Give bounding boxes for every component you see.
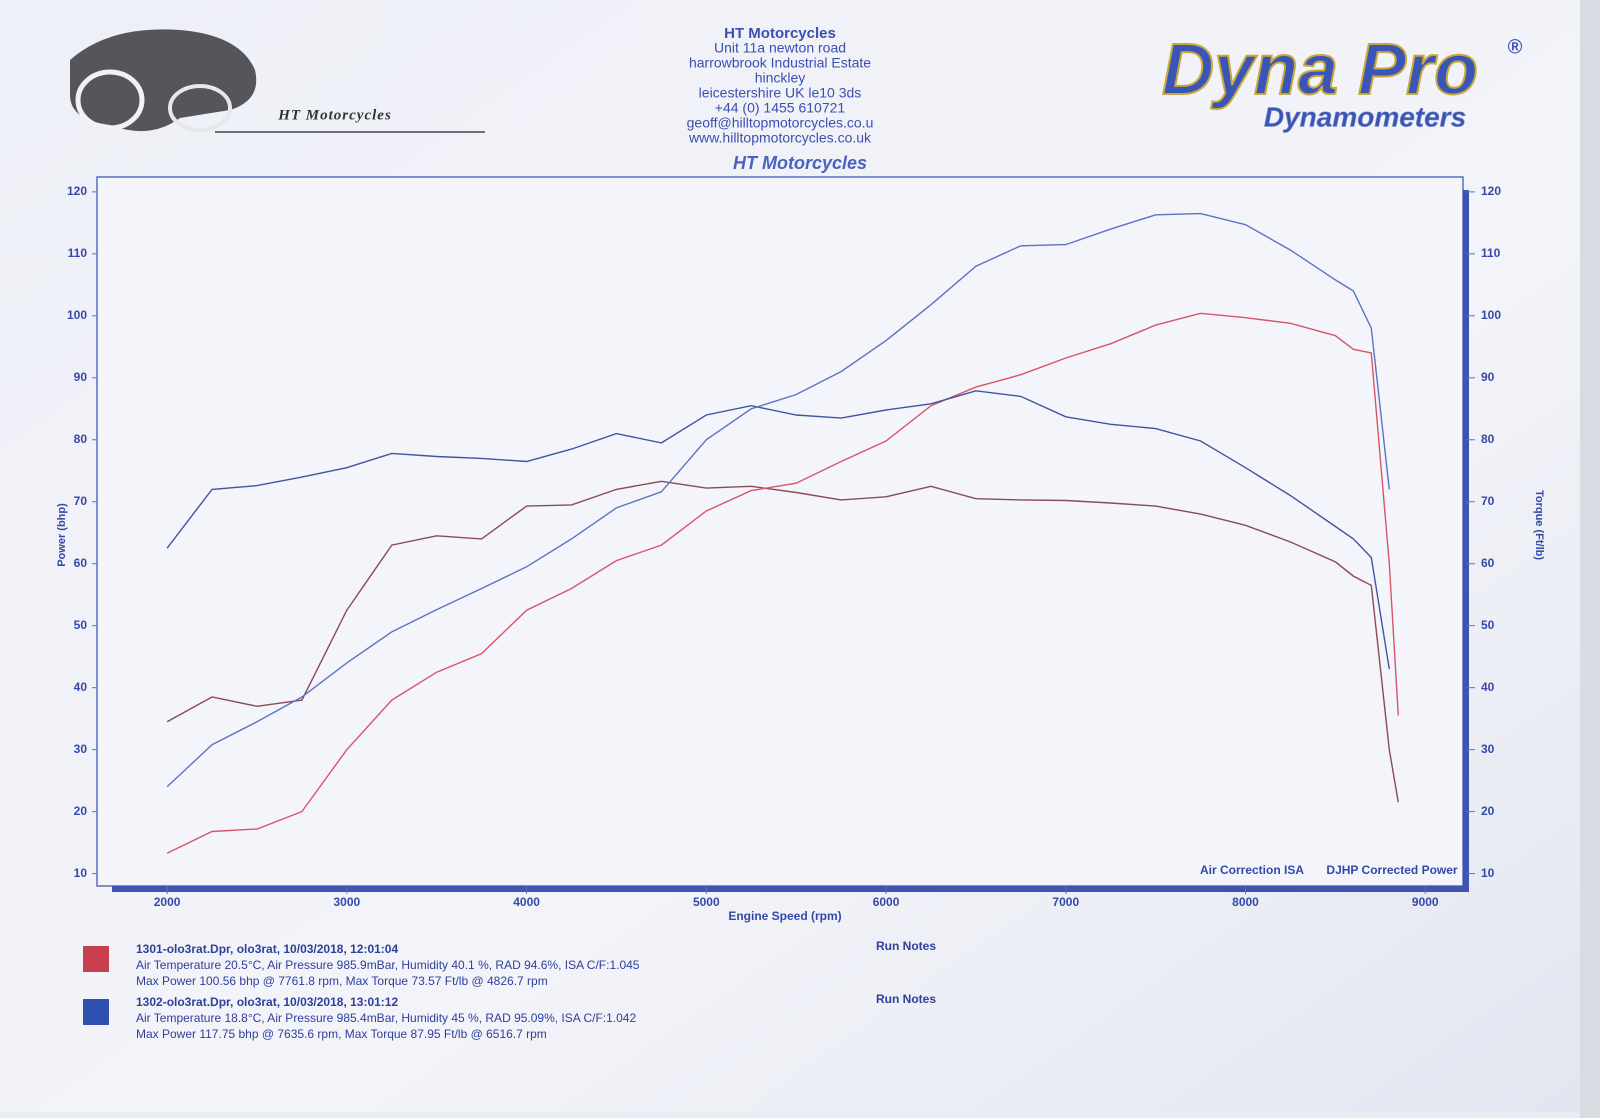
y-tick-label: 100 [67, 308, 87, 322]
legend-note: Max Power 100.56 bhp @ 7761.8 rpm, Max T… [136, 974, 548, 988]
logo: HT Motorcycles [70, 29, 485, 133]
y2-tick-label: 110 [1481, 246, 1501, 260]
y2-tick-label: 100 [1481, 308, 1501, 322]
power-line [166, 312, 1399, 854]
x-tick-label: 7000 [1052, 895, 1079, 909]
y2-tick-label: 10 [1481, 866, 1495, 880]
y-axis-label: Power (bhp) [56, 503, 68, 567]
chart-title: HT Motorcycles [733, 153, 867, 173]
legend-note: Air Temperature 18.8°C, Air Pressure 985… [136, 1011, 636, 1025]
legend: 1301-olo3rat.Dpr, olo3rat, 10/03/2018, 1… [83, 939, 936, 1041]
x-tick-label: 3000 [333, 895, 360, 909]
y-tick-label: 10 [74, 866, 88, 880]
y-tick-label: 80 [74, 432, 88, 446]
torque-line [166, 480, 1399, 803]
y2-tick-label: 90 [1481, 370, 1495, 384]
legend-swatch [83, 999, 109, 1025]
x-tick-label: 8000 [1232, 895, 1259, 909]
y-tick-label: 40 [74, 680, 88, 694]
address-line: hinckley [755, 70, 806, 86]
y2-tick-label: 30 [1481, 742, 1495, 756]
y2-tick-label: 120 [1481, 184, 1501, 198]
page-edge [1580, 0, 1600, 1118]
annotation: DJHP Corrected Power [1326, 863, 1457, 877]
run-notes: Run Notes [876, 992, 936, 1006]
y2-tick-label: 50 [1481, 618, 1495, 632]
x-tick-label: 5000 [693, 895, 720, 909]
y-tick-label: 30 [74, 742, 88, 756]
legend-note: Max Power 117.75 bhp @ 7635.6 rpm, Max T… [136, 1027, 547, 1041]
y2-tick-label: 70 [1481, 494, 1495, 508]
power-line [166, 212, 1390, 788]
x-tick-label: 9000 [1412, 895, 1439, 909]
address-line: harrowbrook Industrial Estate [689, 55, 871, 71]
address-line: leicestershire UK le10 3ds [699, 85, 862, 101]
address-line: geoff@hilltopmotorcycles.co.u [687, 115, 874, 131]
legend-note: Air Temperature 20.5°C, Air Pressure 985… [136, 958, 640, 972]
brand-subtitle: Dynamometers [1264, 101, 1466, 132]
plot-area [96, 176, 1464, 887]
annotation: Air Correction ISA [1200, 863, 1304, 877]
y-tick-label: 50 [74, 618, 88, 632]
x-axis-label: Engine Speed (rpm) [728, 909, 841, 923]
y2-tick-label: 60 [1481, 556, 1495, 570]
address-line: +44 (0) 1455 610721 [715, 100, 846, 116]
legend-name: 1302-olo3rat.Dpr, olo3rat, 10/03/2018, 1… [136, 995, 398, 1009]
address-line: Unit 11a newton road [714, 40, 846, 56]
torque-line [166, 390, 1390, 670]
y2-tick-label: 40 [1481, 680, 1495, 694]
x-tick-label: 4000 [513, 895, 540, 909]
legend-swatch [83, 946, 109, 972]
address-line: www.hilltopmotorcycles.co.uk [688, 130, 872, 146]
x-tick-label: 6000 [873, 895, 900, 909]
y-tick-label: 20 [74, 804, 88, 818]
x-tick-label: 2000 [154, 895, 181, 909]
brand-mark: ® [1508, 36, 1523, 58]
y-tick-label: 70 [74, 494, 88, 508]
brand: Dyna Pro [1162, 30, 1478, 110]
y-tick-label: 110 [68, 246, 88, 260]
run-notes: Run Notes [876, 939, 936, 953]
y2-tick-label: 20 [1481, 804, 1495, 818]
y-tick-label: 60 [74, 556, 88, 570]
y2-axis-label: Torque (Ft/lb) [1533, 490, 1545, 560]
logo-text: HT Motorcycles [277, 107, 392, 123]
legend-name: 1301-olo3rat.Dpr, olo3rat, 10/03/2018, 1… [136, 942, 398, 956]
address-line: HT Motorcycles [724, 25, 836, 42]
y-tick-label: 120 [67, 184, 87, 198]
y-tick-label: 90 [74, 370, 88, 384]
y2-tick-label: 80 [1481, 432, 1495, 446]
